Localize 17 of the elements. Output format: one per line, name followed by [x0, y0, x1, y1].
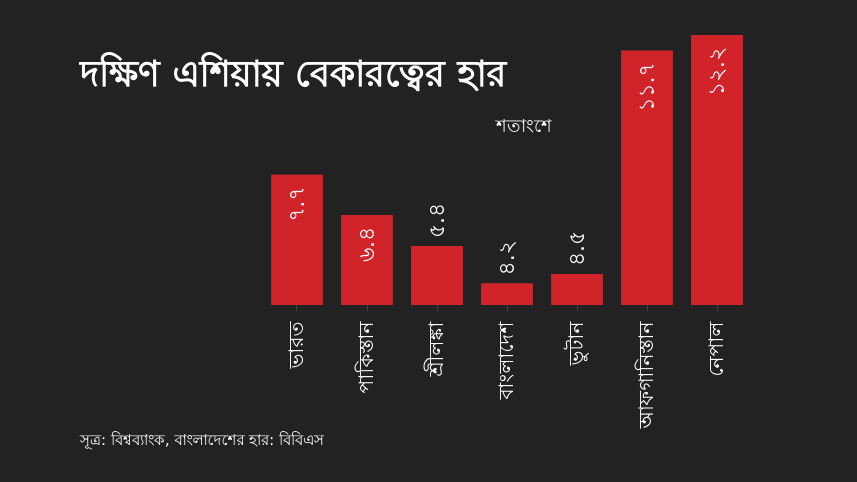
data-label: ৭.৭ [285, 186, 310, 222]
data-label: ৬.৪ [355, 227, 380, 262]
text: শতাংশে [495, 116, 552, 137]
data-label: ১১.৭ [635, 62, 660, 112]
x-tick-label: পাকিস্তান [354, 320, 378, 394]
data-label: ৪.৫ [565, 230, 590, 266]
text: দক্ষিণ এশিয়ায় বেকারত্বের হার [78, 52, 508, 95]
x-tick-label: শ্রীলঙ্কা [424, 320, 448, 378]
text: সূত্র: বিশ্বব্যাংক, বাংলাদেশের হার: বিবিএস [79, 431, 325, 450]
x-tick-label: ভুটান [564, 320, 589, 366]
x-tick-label: বাংলাদেশ [494, 320, 518, 400]
x-tick-label: আফগানিস্তান [634, 320, 658, 430]
x-tick-label: ভারত [284, 320, 308, 370]
data-label: ৪.২ [495, 240, 520, 276]
data-label: ৫.৪ [425, 203, 450, 238]
data-label: ১২.২ [705, 47, 730, 96]
x-tick-label: নেপাল [704, 320, 728, 376]
